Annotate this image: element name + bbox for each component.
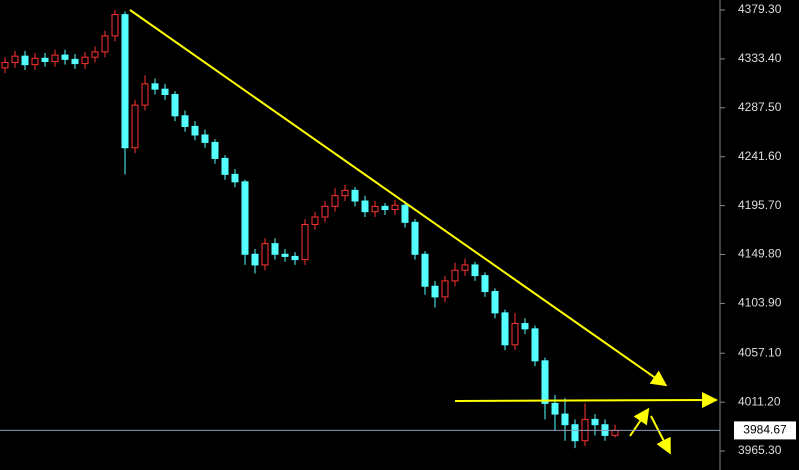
- candle-body: [261, 243, 269, 266]
- candle-body: [201, 134, 209, 143]
- candle-body: [31, 57, 39, 66]
- candle-body: [181, 115, 189, 127]
- candle-body: [391, 204, 399, 211]
- candle-body: [351, 189, 359, 202]
- candle-body: [451, 269, 459, 282]
- candle-body: [251, 253, 259, 266]
- y-tick-label: 4149.80: [738, 247, 782, 261]
- candle-body: [591, 418, 599, 426]
- candle-body: [241, 181, 249, 255]
- candle-body: [21, 55, 29, 66]
- y-tick-label: 4333.40: [738, 51, 782, 65]
- candle-body: [191, 125, 199, 136]
- candle-body: [281, 253, 289, 257]
- candle-body: [571, 424, 579, 442]
- trend-line: [129, 9, 668, 387]
- candle-body: [121, 14, 129, 149]
- candle-body: [221, 157, 229, 175]
- candle-body: [271, 243, 279, 255]
- candle-body: [11, 55, 19, 64]
- candle-body: [551, 402, 559, 415]
- candle-body: [401, 204, 409, 223]
- y-tick-label: 3965.30: [738, 443, 782, 457]
- candle-body: [491, 291, 499, 314]
- candle-body: [501, 312, 509, 346]
- last-price-label: 3984.67: [743, 423, 787, 437]
- candle-body: [301, 223, 309, 261]
- candle-body: [131, 104, 139, 149]
- candle-body: [51, 54, 59, 62]
- candle-body: [71, 58, 79, 65]
- candle-body: [231, 173, 239, 183]
- candle-body: [341, 189, 349, 197]
- candle-body: [371, 205, 379, 213]
- candle-body: [91, 51, 99, 58]
- y-tick-label: 4195.70: [738, 198, 782, 212]
- candle-body: [291, 255, 299, 261]
- candle-body: [411, 221, 419, 255]
- y-tick-label: 4103.90: [738, 296, 782, 310]
- y-tick-label: 4241.60: [738, 149, 782, 163]
- y-tick-label: 4379.30: [738, 2, 782, 16]
- candle-body: [431, 285, 439, 298]
- candle-body: [81, 56, 89, 65]
- candle-body: [381, 205, 389, 211]
- candle-body: [41, 57, 49, 62]
- candle-body: [481, 275, 489, 293]
- y-tick-label: 4057.10: [738, 345, 782, 359]
- arrow-up: [629, 407, 650, 437]
- candle-body: [421, 253, 429, 287]
- candle-body: [331, 195, 339, 207]
- candle-body: [311, 216, 319, 225]
- candle-body: [471, 264, 479, 277]
- candle-body: [541, 360, 549, 404]
- last-price-box: [734, 421, 796, 440]
- candle-body: [521, 323, 529, 330]
- candle-body: [171, 93, 179, 117]
- candle-body: [561, 413, 569, 426]
- candle-body: [611, 429, 619, 436]
- candle-body: [1, 62, 9, 69]
- y-tick-label: 4287.50: [738, 100, 782, 114]
- candle-body: [111, 14, 119, 37]
- candle-body: [511, 323, 519, 346]
- candle-body: [141, 83, 149, 106]
- candle-body: [61, 54, 69, 60]
- candle-body: [321, 205, 329, 218]
- candle-body: [461, 264, 469, 271]
- candle-body: [211, 141, 219, 159]
- plot: [1, 10, 619, 449]
- candle-body: [441, 280, 449, 298]
- candle-body: [361, 200, 369, 213]
- candle-body: [101, 35, 109, 53]
- arrow-down: [650, 415, 671, 455]
- candle-body: [531, 328, 539, 362]
- support-line: [454, 392, 718, 409]
- candle-body: [151, 83, 159, 90]
- y-tick-label: 4011.20: [738, 394, 781, 408]
- candle-body: [161, 88, 169, 95]
